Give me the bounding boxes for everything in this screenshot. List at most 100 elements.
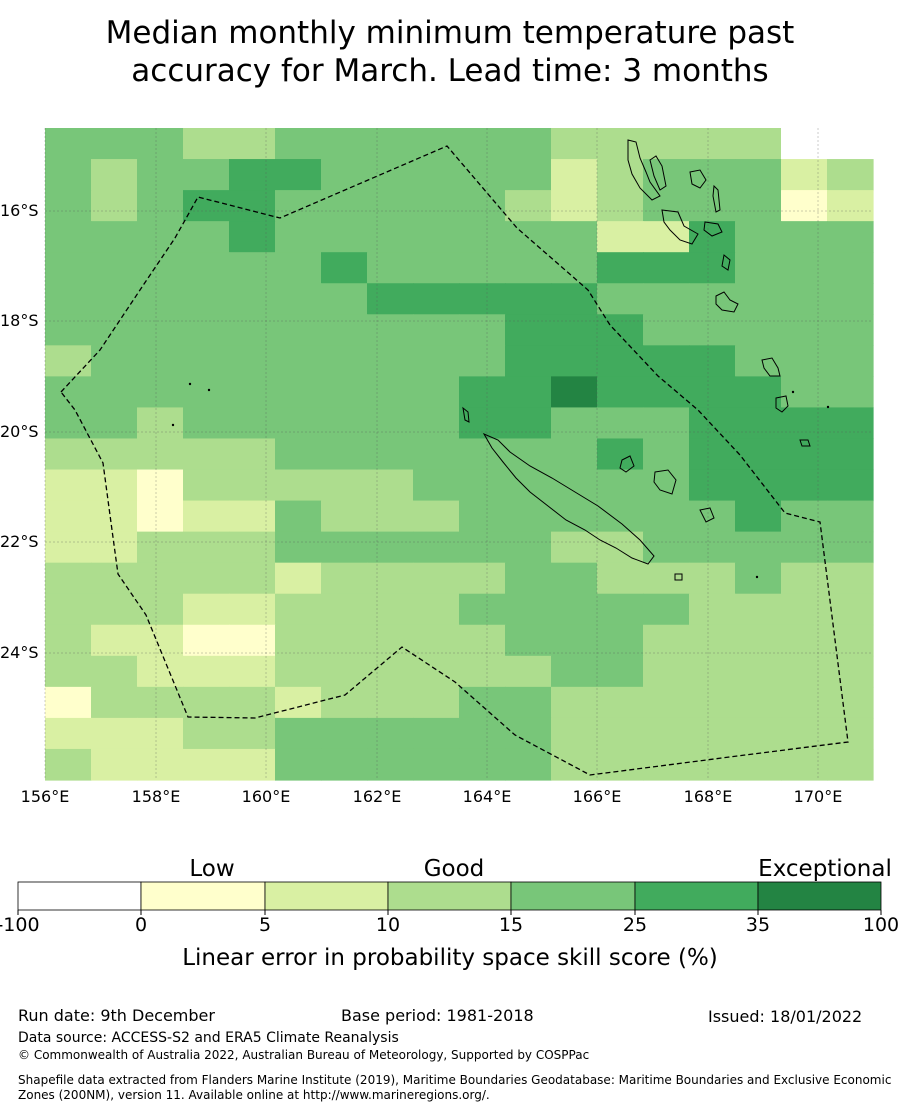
grid-cell [137,748,184,781]
grid-cell [827,624,874,657]
lon-label-156e: 156°E [20,787,70,806]
grid-cell [459,593,506,626]
run-date: Run date: 9th December [18,1006,215,1025]
grid-cell [505,500,552,533]
grid-cell [827,283,874,315]
grid-cell [689,748,736,781]
grid-cell [275,500,322,533]
grid-cell [137,562,184,595]
grid-cell [781,655,828,688]
grid-cell [643,562,690,595]
grid-cell [689,531,736,564]
grid-cell [735,717,782,750]
grid-cell [827,190,874,222]
grid-cell [45,500,92,533]
grid-cell [229,500,276,533]
grid-cell [321,407,368,440]
lon-label-166e: 166°E [572,787,622,806]
grid-cell [827,314,874,346]
grid-cell [551,500,598,533]
grid-cell [367,190,414,222]
grid-cell [229,283,276,315]
grid-cell [91,624,138,657]
grid-cell [413,717,460,750]
islet-dot [207,388,211,392]
grid-cell [183,283,230,315]
grid-cell [275,252,322,284]
grid-cell [689,624,736,657]
lon-label-160e: 160°E [241,787,291,806]
grid-cell [597,593,644,626]
grid-cell [91,655,138,688]
grid-cell [827,345,874,377]
grid-cell [367,531,414,564]
grid-cell [643,593,690,626]
grid-cell [321,283,368,315]
grid-cell [459,469,506,502]
grid-cell [45,159,92,191]
colorbar-segment [634,881,759,911]
grid-cell [413,376,460,409]
grid-cell [275,376,322,409]
grid-cell [459,252,506,284]
copyright-notice: © Commonwealth of Australia 2022, Austra… [18,1048,590,1062]
island-outline [715,291,739,313]
grid-cell [459,376,506,409]
grid-cell [91,717,138,750]
category-low: Low [189,856,235,882]
grid-cell [183,593,230,626]
grid-cell [781,221,828,253]
grid-cell [551,407,598,440]
grid-cell [137,717,184,750]
grid-cell [413,252,460,284]
grid-cell [551,469,598,502]
grid-cell [137,159,184,191]
grid-cell [137,531,184,564]
grid-cell [367,717,414,750]
grid-cell [91,686,138,719]
grid-cell [827,159,874,191]
grid-cell [459,562,506,595]
grid-cell [275,407,322,440]
grid-cell [367,252,414,284]
grid-cell [735,686,782,719]
lon-label-168e: 168°E [683,787,733,806]
grid-cell [91,345,138,377]
grid-cell [643,686,690,719]
grid-cell [321,624,368,657]
grid-cell [643,221,690,253]
grid-cell [597,748,644,781]
grid-cell [183,624,230,657]
grid-cell [413,283,460,315]
grid-cell [505,717,552,750]
grid-cell [413,593,460,626]
grid-cell [551,283,598,315]
grid-cell [183,562,230,595]
grid-cell [275,314,322,346]
colorbar-segment [387,881,512,911]
grid-cell [229,593,276,626]
grid-cell [781,469,828,502]
grid-cell [45,252,92,284]
grid-cell [689,500,736,533]
grid-cell [689,593,736,626]
grid-cell [413,314,460,346]
grid-cell [505,531,552,564]
grid-cell [551,345,598,377]
grid-cell [183,221,230,253]
grid-cell [321,655,368,688]
grid-cell [735,407,782,440]
grid-cell [413,438,460,471]
grid-cell [183,407,230,440]
lon-label-158e: 158°E [131,787,181,806]
grid-cell [551,376,598,409]
grid-cell [229,748,276,781]
grid-cell [321,314,368,346]
grid-cell [275,593,322,626]
colorbar-tick-35: 35 [745,914,771,936]
grid-cell [91,531,138,564]
grid-cell [689,283,736,315]
colorbar-tick-100: 100 [862,914,900,936]
grid-cell [505,562,552,595]
colorbar-tick-10: 10 [375,914,401,936]
